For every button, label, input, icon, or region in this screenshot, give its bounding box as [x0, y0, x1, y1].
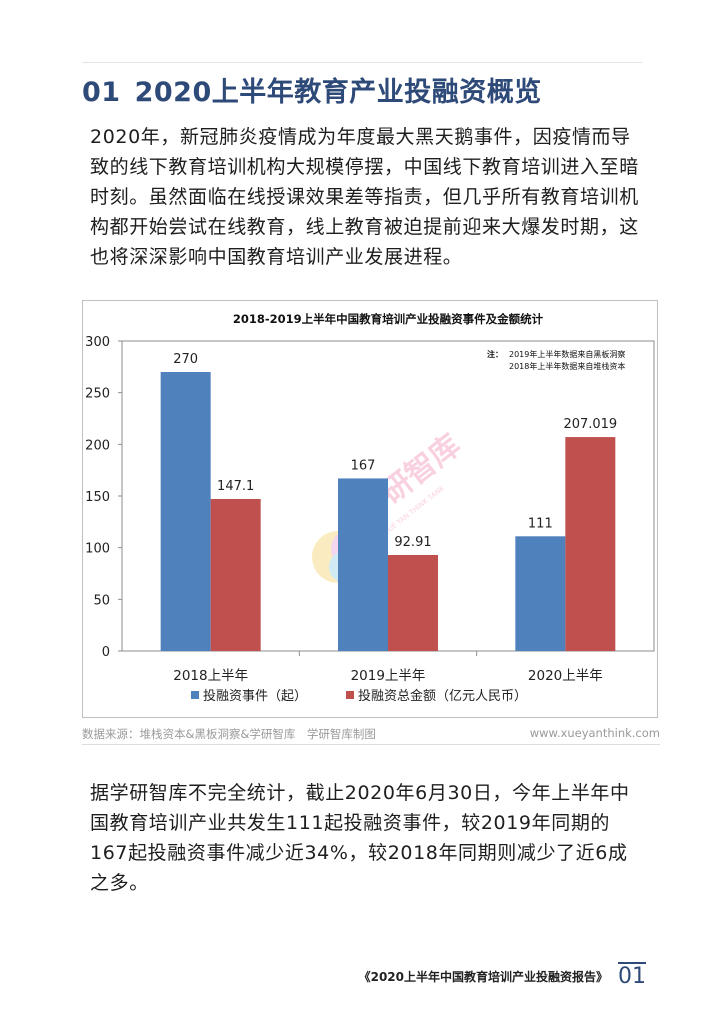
- legend-swatch: [191, 691, 199, 699]
- y-tick-label: 250: [85, 387, 110, 402]
- y-tick-label: 100: [85, 542, 110, 557]
- page-footer: 《2020上半年中国教育培训产业投融资报告》 01: [359, 962, 646, 989]
- bar-amount: [565, 437, 616, 651]
- y-tick-label: 50: [93, 593, 110, 608]
- data-label: 270: [173, 352, 198, 367]
- data-label: 111: [528, 516, 553, 531]
- x-tick-label: 2019上半年: [351, 668, 426, 684]
- section-number: 01: [82, 77, 121, 108]
- legend-swatch: [346, 691, 354, 699]
- chart-note-label: 注：: [487, 349, 503, 359]
- source-divider: [82, 744, 660, 745]
- data-label: 92.91: [394, 535, 431, 550]
- chart-note-line: 2019年上半年数据来自黑板洞察: [509, 349, 625, 359]
- bar-chart: 2018-2019上半年中国教育培训产业投融资事件及金额统计 0 50 100 150 2…: [85, 312, 655, 704]
- section-title-text: 2020上半年教育产业投融资概览: [134, 77, 542, 108]
- bar-amount: [388, 554, 438, 651]
- bar-amount: [210, 498, 261, 651]
- top-divider: [82, 62, 642, 63]
- bar-events: [515, 536, 566, 651]
- y-tick-label: 150: [85, 490, 110, 505]
- bar-events: [160, 372, 211, 651]
- y-tick-label: 200: [85, 438, 110, 453]
- y-tick-label: 0: [102, 645, 110, 660]
- legend-label: 投融资总金额（亿元人民币）: [358, 688, 527, 704]
- data-label: 207.019: [563, 417, 617, 432]
- intro-paragraph: 2020年，新冠肺炎疫情成为年度最大黑天鹅事件，因疫情而导致的线下教育培训机构大…: [90, 126, 639, 268]
- page-number: 01: [618, 962, 646, 989]
- website-url: www.xueyanthink.com: [529, 726, 660, 740]
- stats-paragraph: 据学研智库不完全统计，截止2020年6月30日，今年上半年中国教育培训产业共发生…: [90, 782, 630, 894]
- x-tick-label: 2018上半年: [173, 668, 248, 684]
- report-title: 《2020上半年中国教育培训产业投融资报告》: [358, 970, 608, 984]
- chart-note-line: 2018年上半年数据来自堆栈资本: [509, 361, 625, 371]
- data-label: 167: [351, 458, 376, 473]
- data-label: 147.1: [217, 479, 254, 494]
- chart-container: 2018-2019上半年中国教育培训产业投融资事件及金额统计 0 50 100 150 2…: [82, 300, 658, 718]
- section-title: 01 2020上半年教育产业投融资概览: [82, 70, 542, 109]
- data-source-note: 数据来源：堆栈资本&黑板洞察&学研智库 学研智库制图: [82, 727, 376, 741]
- legend-label: 投融资事件（起）: [203, 688, 307, 704]
- x-tick-label: 2020上半年: [528, 668, 603, 684]
- y-tick-label: 300: [85, 335, 110, 350]
- bar-events: [338, 478, 388, 651]
- chart-title: 2018-2019上半年中国教育培训产业投融资事件及金额统计: [233, 312, 544, 326]
